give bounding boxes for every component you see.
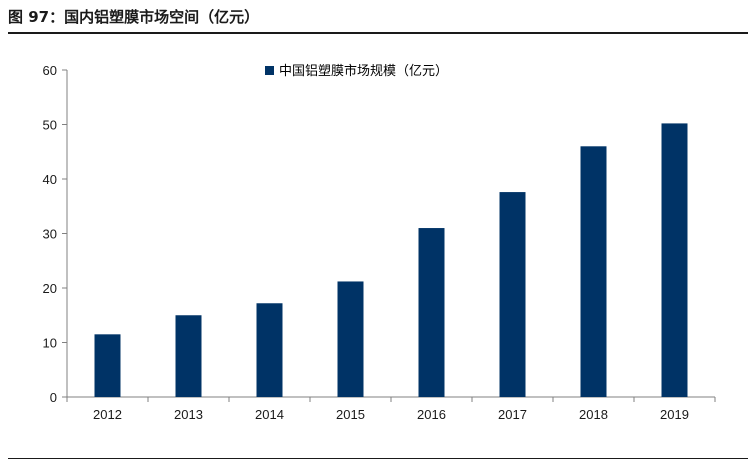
bar-2017 [499,192,526,397]
bar-2014 [256,303,283,397]
legend-label: 中国铝塑膜市场规模（亿元） [279,63,448,79]
bar-2013 [175,315,202,397]
bar-2012 [94,334,121,397]
legend: 中国铝塑膜市场规模（亿元） [265,63,448,79]
x-tick-label: 2012 [93,407,122,422]
x-tick-label: 2013 [174,407,203,422]
y-tick-label: 0 [50,390,57,405]
bar-2015 [337,281,364,397]
y-tick-label: 40 [43,172,57,187]
x-tick-label: 2016 [417,407,446,422]
bar-series [94,123,688,397]
title-rule [8,32,748,34]
y-tick-label: 20 [43,281,57,296]
y-tick-label: 30 [43,227,57,242]
figure-title: 图 97：国内铝塑膜市场空间（亿元） [8,8,260,26]
y-tick-label: 10 [43,336,57,351]
x-tick-label: 2017 [498,407,527,422]
bottom-rule [8,458,748,459]
bar-2019 [661,123,688,397]
y-tick-label: 50 [43,118,57,133]
x-tick-label: 2018 [579,407,608,422]
x-tick-label: 2015 [336,407,365,422]
legend-swatch [265,66,274,75]
x-tick-label: 2014 [255,407,284,422]
x-tick-label: 2019 [660,407,689,422]
y-axis: 0 10 20 30 40 50 60 [43,63,68,405]
bar-2018 [580,146,607,397]
bar-2016 [418,228,445,397]
x-axis: 2012 2013 2014 2015 2016 2017 2018 2019 [66,396,716,422]
y-tick-label: 60 [43,63,57,78]
